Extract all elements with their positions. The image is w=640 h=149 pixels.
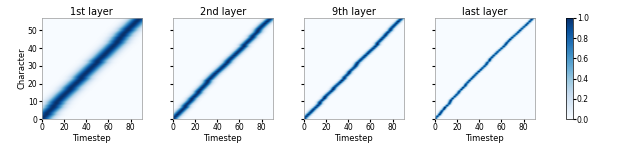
X-axis label: Timestep: Timestep bbox=[465, 134, 504, 143]
X-axis label: Timestep: Timestep bbox=[334, 134, 373, 143]
Y-axis label: Character: Character bbox=[17, 48, 26, 89]
X-axis label: Timestep: Timestep bbox=[204, 134, 242, 143]
Title: 9th layer: 9th layer bbox=[332, 7, 376, 17]
X-axis label: Timestep: Timestep bbox=[72, 134, 111, 143]
Title: 1st layer: 1st layer bbox=[70, 7, 113, 17]
Title: 2nd layer: 2nd layer bbox=[200, 7, 246, 17]
Title: last layer: last layer bbox=[462, 7, 508, 17]
